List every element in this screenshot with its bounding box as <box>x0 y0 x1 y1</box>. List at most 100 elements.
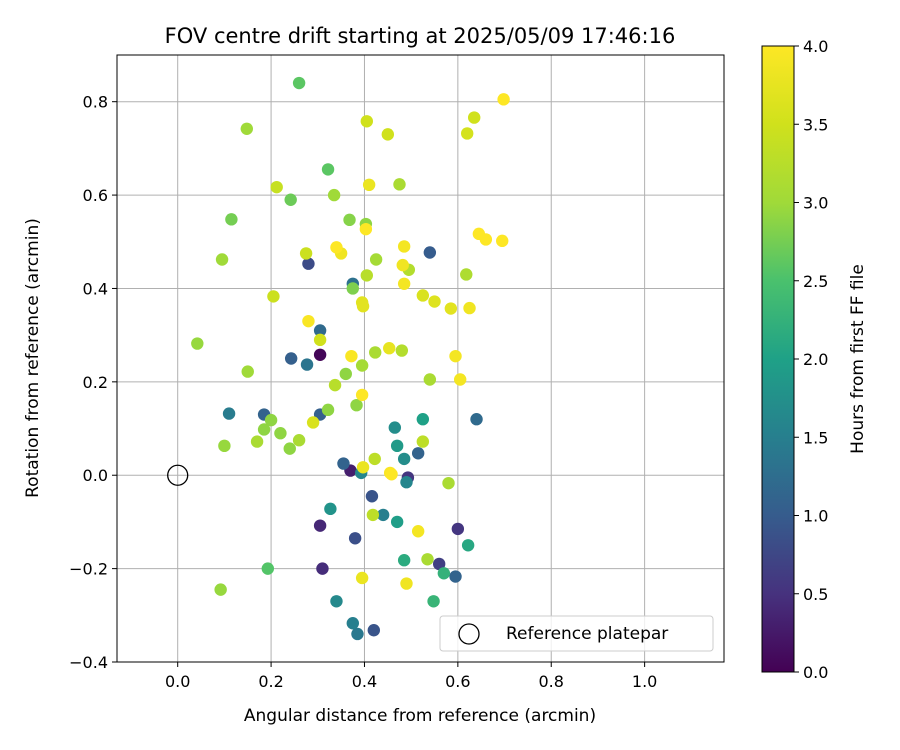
data-point <box>467 111 481 124</box>
data-point <box>356 461 370 474</box>
colorbar-tick-label: 0.0 <box>803 663 828 682</box>
legend-reference-label: Reference platepar <box>506 624 668 644</box>
legend: Reference platepar <box>439 615 714 652</box>
data-point <box>397 240 411 253</box>
data-point <box>313 333 327 347</box>
data-point <box>368 452 381 466</box>
colorbar-label: Hours from first FF file <box>848 264 868 454</box>
data-point <box>461 539 475 552</box>
colorbar-tick-label: 2.0 <box>803 350 828 369</box>
data-point <box>267 290 280 303</box>
data-point <box>421 553 434 566</box>
x-tick-label: 0.6 <box>445 672 470 691</box>
data-point <box>362 178 376 192</box>
colorbar-gradient <box>761 45 795 673</box>
data-point <box>366 508 380 522</box>
data-point <box>428 295 441 308</box>
data-point <box>449 349 462 363</box>
data-point <box>350 398 363 412</box>
data-point <box>337 457 350 470</box>
chart-title: FOV centre drift starting at 2025/05/09 … <box>165 24 676 48</box>
data-point <box>411 447 425 460</box>
data-point <box>339 367 352 381</box>
x-tick-label: 0.4 <box>352 672 377 691</box>
data-point <box>360 115 374 128</box>
y-axis-ticks: −0.4 −0.2 0.0 0.2 0.4 0.6 0.8 <box>69 93 117 672</box>
colorbar: 0.0 0.5 1.0 1.5 2.0 2.5 3.0 3.5 4.0 Hours from f… <box>761 37 868 682</box>
data-point <box>376 508 390 522</box>
data-point <box>345 349 358 363</box>
data-point <box>397 277 411 290</box>
data-point <box>385 468 398 481</box>
y-tick-label: −0.2 <box>69 560 108 579</box>
data-point <box>292 434 306 447</box>
data-point <box>463 301 476 315</box>
colorbar-tick-label: 0.5 <box>803 585 828 604</box>
data-point <box>355 388 369 402</box>
data-point <box>316 562 329 575</box>
data-point <box>395 344 409 357</box>
data-point <box>348 532 362 545</box>
data-point <box>284 352 298 365</box>
data-point <box>359 222 373 236</box>
data-point <box>416 413 430 426</box>
data-point <box>261 562 275 575</box>
data-point <box>351 627 364 641</box>
data-point <box>390 439 404 453</box>
data-point <box>274 427 287 440</box>
data-point <box>367 624 381 637</box>
y-tick-label: 0.0 <box>83 466 108 485</box>
data-point <box>497 93 510 106</box>
data-point <box>423 373 437 386</box>
data-point <box>343 213 356 227</box>
data-point <box>369 253 383 266</box>
data-point <box>365 490 379 503</box>
y-tick-label: 0.4 <box>83 279 108 298</box>
x-tick-label: 0.2 <box>258 672 283 691</box>
data-point <box>313 519 327 532</box>
legend-reference-marker <box>458 623 480 645</box>
data-point <box>321 163 335 176</box>
data-point <box>302 257 315 270</box>
data-point <box>390 515 404 529</box>
data-point <box>284 193 297 206</box>
data-point <box>470 413 483 426</box>
x-axis-ticks: 0.0 0.2 0.4 0.6 0.8 1.0 <box>165 662 657 691</box>
data-point <box>324 502 337 516</box>
data-point <box>460 268 473 281</box>
data-point <box>496 234 509 248</box>
data-point <box>393 178 406 191</box>
data-point <box>321 403 335 417</box>
data-point <box>300 358 314 371</box>
data-point <box>411 525 425 538</box>
data-point <box>218 439 231 453</box>
data-point <box>215 253 229 266</box>
data-point <box>423 246 437 259</box>
colorbar-tick-label: 4.0 <box>803 37 828 56</box>
scatter-points <box>191 76 510 641</box>
data-point <box>250 435 264 448</box>
data-point <box>416 289 430 302</box>
grid-lines <box>117 55 724 663</box>
data-point <box>369 346 382 359</box>
data-point <box>479 233 493 246</box>
data-point <box>451 522 465 536</box>
x-tick-label: 1.0 <box>632 672 657 691</box>
data-point <box>400 476 413 489</box>
data-point <box>270 180 283 194</box>
data-point <box>355 359 369 372</box>
data-point <box>257 423 271 436</box>
y-tick-label: −0.4 <box>69 653 108 672</box>
y-axis-label: Rotation from reference (arcmin) <box>23 218 43 498</box>
data-point <box>292 76 306 90</box>
data-point <box>432 557 446 571</box>
data-point <box>306 416 320 429</box>
reference-layer <box>167 464 189 486</box>
data-point <box>460 127 474 140</box>
data-point <box>444 302 458 315</box>
y-tick-label: 0.8 <box>83 93 108 112</box>
plot-frame <box>116 54 725 663</box>
data-point <box>330 241 343 254</box>
data-point <box>330 595 343 608</box>
